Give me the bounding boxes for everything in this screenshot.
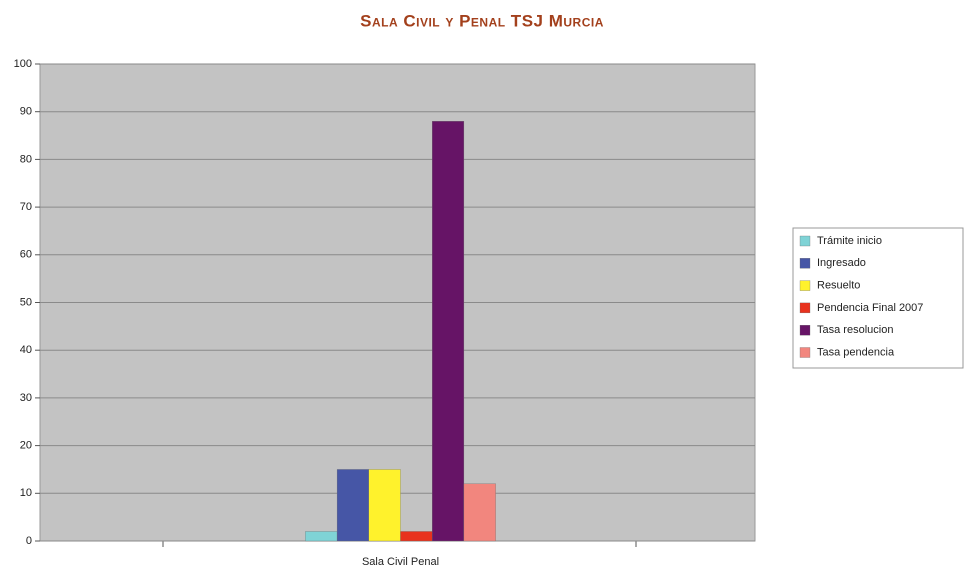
- y-tick-label: 60: [20, 249, 32, 261]
- y-tick-label: 100: [14, 58, 32, 70]
- legend-box: [792, 227, 964, 369]
- y-tick-label: 70: [20, 201, 32, 213]
- bar: [463, 483, 496, 542]
- y-tick-label: 0: [26, 535, 32, 547]
- bar: [305, 531, 338, 542]
- legend-label: Pendencia Final 2007: [817, 302, 923, 314]
- chart-title: Sala Civil y Penal TSJ Murcia: [360, 11, 604, 30]
- y-tick-label: 90: [20, 106, 32, 118]
- bar: [400, 531, 433, 542]
- legend-label: Tasa resolucion: [817, 324, 893, 336]
- bar: [336, 469, 369, 542]
- legend-label: Tasa pendencia: [817, 346, 895, 358]
- y-tick-label: 80: [20, 153, 32, 165]
- legend-label: Trámite inicio: [817, 235, 882, 247]
- bar: [432, 121, 465, 542]
- legend-swatch: [799, 302, 811, 314]
- legend-label: Resuelto: [817, 280, 860, 292]
- legend-swatch: [799, 347, 811, 358]
- y-tick-label: 40: [20, 344, 32, 356]
- y-tick-label: 30: [20, 392, 32, 404]
- y-tick-label: 50: [20, 296, 32, 308]
- legend-swatch: [799, 235, 811, 247]
- legend-label: Ingresado: [817, 257, 866, 269]
- x-tick-label: Sala Civil Penal: [362, 556, 439, 568]
- y-tick-label: 10: [20, 487, 32, 499]
- legend-swatch: [799, 325, 811, 336]
- y-tick-label: 20: [20, 440, 32, 452]
- legend-swatch: [799, 258, 811, 269]
- legend-swatch: [799, 280, 811, 291]
- bar: [368, 469, 401, 542]
